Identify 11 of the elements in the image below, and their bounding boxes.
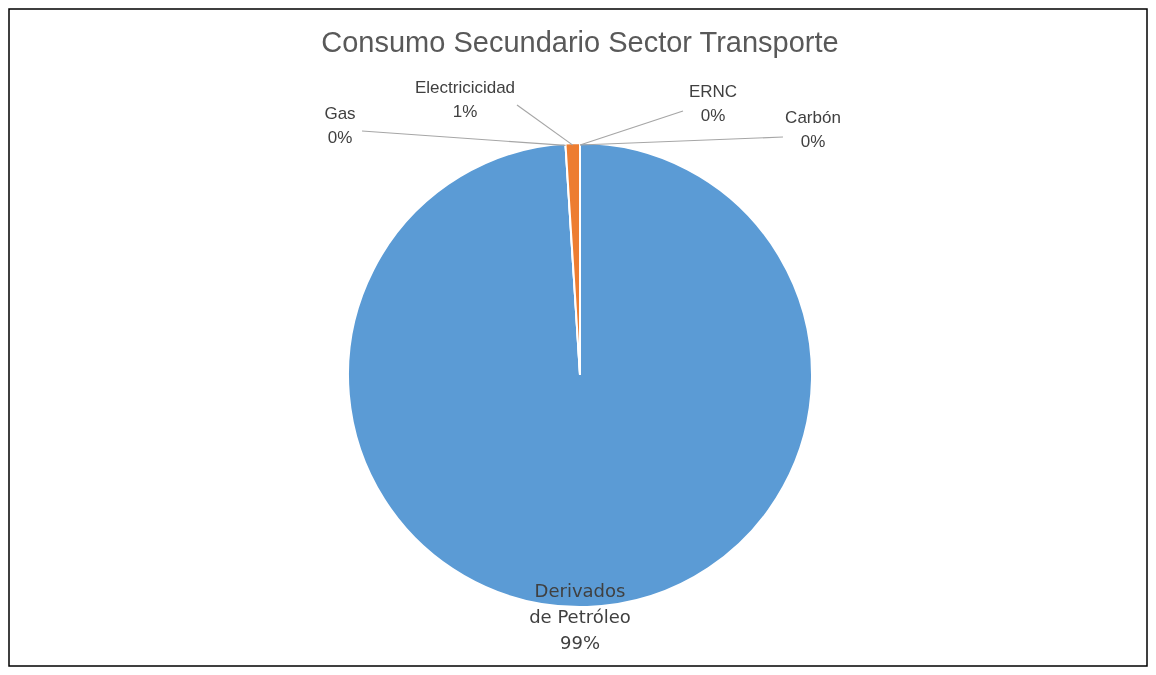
text: 0%	[800, 132, 826, 151]
category-label: Gas	[324, 104, 356, 123]
slice-label: Derivados de Petróleo	[529, 580, 631, 627]
text: 0%	[700, 106, 726, 125]
text: 0%	[327, 128, 353, 147]
category-label: Carbón	[785, 108, 841, 127]
chart-title: Consumo Secundario Sector Transporte	[321, 26, 839, 58]
slice-label: Electricicidad	[414, 78, 516, 97]
category-label: ERNC	[688, 82, 738, 101]
data-label: 99%	[559, 632, 601, 653]
data-label: 1%	[452, 102, 478, 121]
